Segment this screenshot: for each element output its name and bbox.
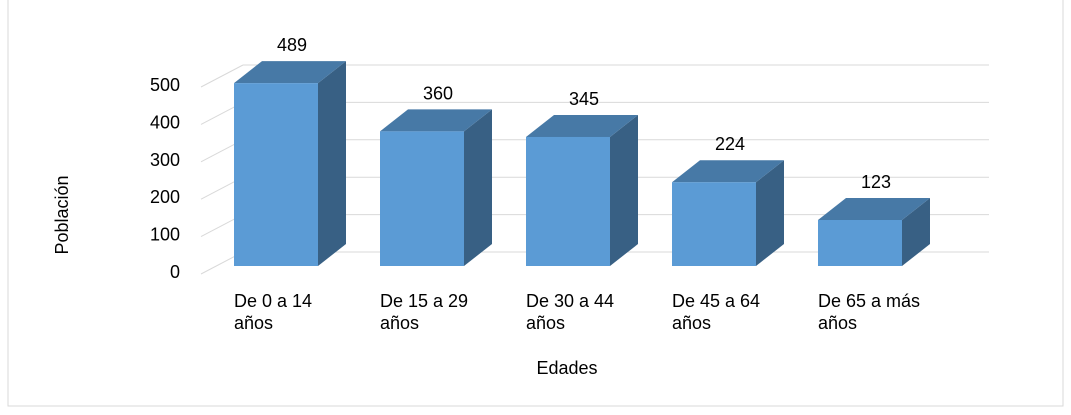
bar-side bbox=[464, 109, 492, 266]
value-label: 360 bbox=[423, 83, 453, 103]
bar-side bbox=[902, 197, 930, 266]
value-label: 224 bbox=[715, 134, 745, 154]
y-tick-label: 100 bbox=[150, 225, 180, 245]
grid-line bbox=[200, 64, 244, 88]
bar bbox=[380, 109, 492, 266]
x-tick-label: De 15 a 29 años bbox=[380, 291, 469, 333]
bar-top bbox=[380, 109, 492, 132]
x-tick-label-box: De 65 a más años bbox=[818, 291, 921, 333]
bar-side bbox=[610, 114, 638, 266]
x-tick-label-box: De 30 a 44 años bbox=[526, 291, 615, 333]
bar bbox=[526, 114, 638, 266]
bar bbox=[818, 197, 930, 266]
bar-top bbox=[818, 197, 930, 220]
x-axis-label: Edades bbox=[536, 358, 597, 378]
bar-side bbox=[756, 160, 784, 266]
y-tick-label: 400 bbox=[150, 112, 180, 132]
bar-front bbox=[672, 182, 756, 266]
bar bbox=[234, 61, 346, 266]
x-tick-label-box: De 0 a 14 años bbox=[234, 291, 313, 333]
x-tick-label: De 45 a 64 años bbox=[672, 291, 761, 333]
x-tick-label-box: De 45 a 64 años bbox=[672, 291, 761, 333]
bar-front bbox=[526, 136, 610, 266]
y-tick-label: 500 bbox=[150, 75, 180, 95]
value-label: 489 bbox=[277, 35, 307, 55]
y-tick-label: 0 bbox=[170, 262, 180, 282]
bar-front bbox=[234, 83, 318, 266]
x-tick-label: De 0 a 14 años bbox=[234, 291, 313, 333]
y-tick-label: 300 bbox=[150, 150, 180, 170]
bar-top bbox=[234, 61, 346, 84]
bar-top bbox=[672, 160, 784, 183]
bar-top bbox=[526, 114, 638, 137]
x-tick-label: De 65 a más años bbox=[818, 291, 921, 333]
bar-front bbox=[380, 131, 464, 266]
y-tick-label: 200 bbox=[150, 187, 180, 207]
value-label: 345 bbox=[569, 89, 599, 109]
x-tick-label-box: De 15 a 29 años bbox=[380, 291, 469, 333]
bar bbox=[672, 160, 784, 266]
y-axis-label: Población bbox=[52, 175, 72, 254]
x-tick-label: De 30 a 44 años bbox=[526, 291, 615, 333]
value-label: 123 bbox=[861, 172, 891, 192]
bar-side bbox=[318, 61, 346, 266]
bar-front bbox=[818, 219, 902, 266]
